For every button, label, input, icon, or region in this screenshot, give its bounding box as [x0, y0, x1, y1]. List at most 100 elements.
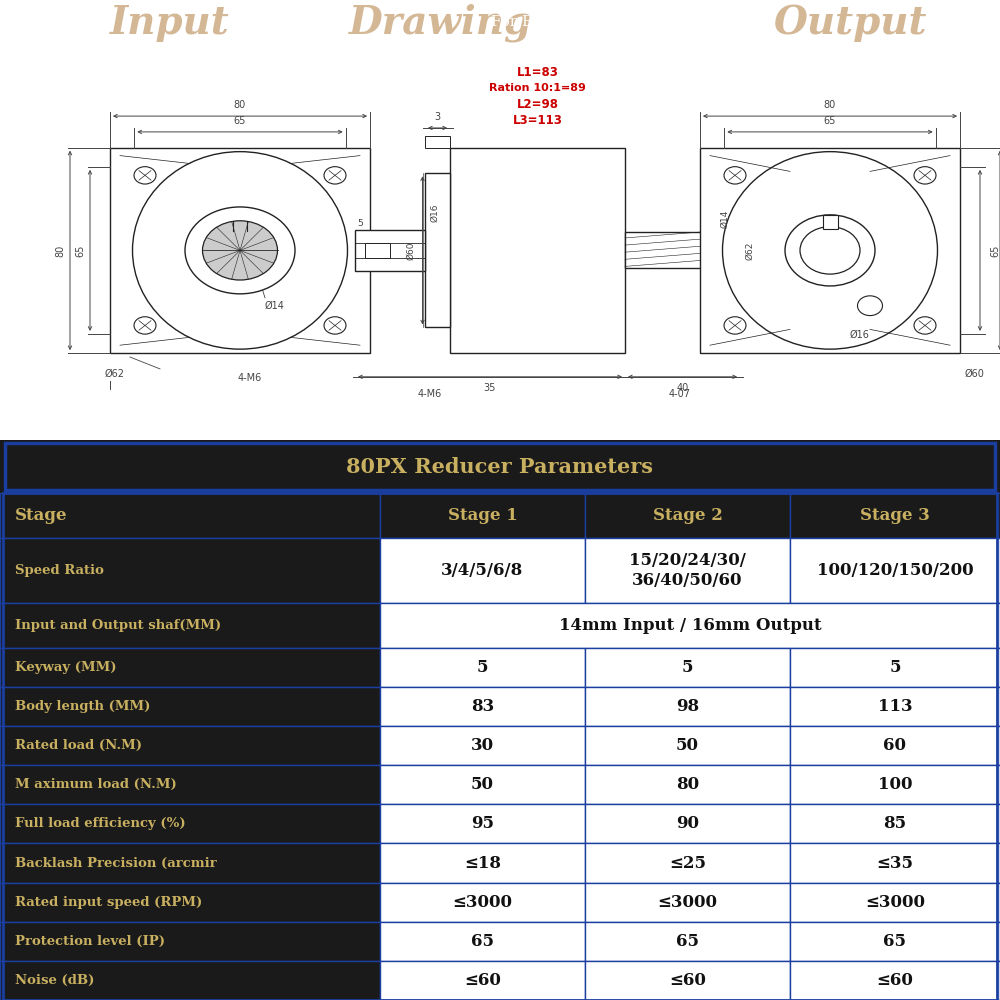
- Bar: [0, 726, 380, 765]
- Text: L1=83: L1=83: [517, 66, 558, 79]
- Circle shape: [800, 227, 860, 274]
- Text: ≤60: ≤60: [877, 972, 913, 989]
- Text: Ø16: Ø16: [850, 329, 870, 339]
- Bar: [790, 726, 1000, 765]
- Bar: [790, 804, 1000, 843]
- Text: 4-07: 4-07: [669, 389, 691, 399]
- Text: Rated input speed (RPM): Rated input speed (RPM): [15, 896, 202, 909]
- Bar: [585, 883, 790, 922]
- Bar: [0, 804, 380, 843]
- Circle shape: [324, 317, 346, 334]
- Text: 65: 65: [884, 933, 906, 950]
- Bar: [5, 443, 995, 490]
- Text: 83: 83: [471, 698, 494, 715]
- Circle shape: [785, 215, 875, 286]
- Text: Ration 10:1=89: Ration 10:1=89: [489, 83, 586, 93]
- Text: Ø62: Ø62: [105, 369, 125, 379]
- Text: For Brushless Motor: For Brushless Motor: [491, 15, 649, 29]
- Text: 80: 80: [824, 100, 836, 110]
- Bar: [790, 538, 1000, 603]
- Bar: [790, 883, 1000, 922]
- Bar: [0, 961, 380, 1000]
- Bar: [585, 922, 790, 961]
- Bar: [715, 171, 740, 330]
- Text: Drawing: Drawing: [348, 3, 532, 42]
- Text: 80PX Reducer Parameters: 80PX Reducer Parameters: [347, 457, 654, 477]
- Circle shape: [185, 207, 295, 294]
- Text: ≤35: ≤35: [876, 855, 913, 872]
- Text: 65: 65: [75, 244, 85, 257]
- Text: 3/4/5/6/8: 3/4/5/6/8: [441, 562, 524, 579]
- Text: 85: 85: [883, 815, 907, 832]
- Circle shape: [914, 317, 936, 334]
- Bar: [425, 136, 450, 148]
- Bar: [585, 765, 790, 804]
- Bar: [380, 765, 585, 804]
- Text: Backlash Precision (arcmir: Backlash Precision (arcmir: [15, 857, 217, 870]
- Text: 113: 113: [878, 698, 912, 715]
- Bar: [0, 687, 380, 726]
- Text: Protection level (IP): Protection level (IP): [15, 935, 165, 948]
- Text: 100/120/150/200: 100/120/150/200: [817, 562, 973, 579]
- Text: 65: 65: [234, 116, 246, 126]
- Bar: [380, 538, 585, 603]
- Bar: [700, 148, 960, 353]
- Text: 80: 80: [234, 100, 246, 110]
- Bar: [380, 648, 585, 687]
- Text: Stage 2: Stage 2: [653, 507, 722, 524]
- Bar: [585, 648, 790, 687]
- Text: 5: 5: [204, 241, 210, 251]
- Ellipse shape: [132, 152, 348, 349]
- Bar: [380, 804, 585, 843]
- Bar: [585, 961, 790, 1000]
- Bar: [450, 148, 625, 353]
- Text: 4-M6: 4-M6: [238, 373, 262, 383]
- Text: 4-M6: 4-M6: [418, 389, 442, 399]
- Bar: [790, 922, 1000, 961]
- Bar: [585, 493, 790, 538]
- Text: 5: 5: [358, 219, 363, 228]
- Bar: [110, 148, 370, 353]
- Bar: [425, 173, 450, 327]
- Circle shape: [324, 167, 346, 184]
- Text: Input: Input: [110, 3, 230, 41]
- Text: Full load efficiency (%): Full load efficiency (%): [15, 817, 186, 830]
- Text: 30: 30: [471, 737, 494, 754]
- Bar: [380, 961, 585, 1000]
- Bar: [0, 883, 380, 922]
- Bar: [790, 493, 1000, 538]
- Bar: [585, 726, 790, 765]
- Bar: [585, 804, 790, 843]
- Circle shape: [134, 167, 156, 184]
- Bar: [790, 765, 1000, 804]
- Bar: [0, 922, 380, 961]
- Text: Ø16: Ø16: [430, 203, 439, 222]
- Circle shape: [724, 317, 746, 334]
- Text: 80: 80: [55, 244, 65, 257]
- Text: Ø14: Ø14: [265, 301, 285, 311]
- Text: Output: Output: [773, 3, 927, 41]
- Bar: [790, 687, 1000, 726]
- Text: 90: 90: [676, 815, 699, 832]
- Text: 65: 65: [471, 933, 494, 950]
- Text: ≤3000: ≤3000: [658, 894, 718, 911]
- Bar: [380, 726, 585, 765]
- Circle shape: [134, 317, 156, 334]
- Circle shape: [202, 221, 278, 280]
- Text: 98: 98: [676, 698, 699, 715]
- Text: 5: 5: [889, 659, 901, 676]
- Bar: [0, 648, 380, 687]
- Text: ≤3000: ≤3000: [452, 894, 512, 911]
- Text: 15/20/24/30/
36/40/50/60: 15/20/24/30/ 36/40/50/60: [629, 552, 746, 589]
- Bar: [585, 687, 790, 726]
- Bar: [0, 765, 380, 804]
- Text: ≤60: ≤60: [669, 972, 706, 989]
- Text: 50: 50: [471, 776, 494, 793]
- Circle shape: [858, 296, 883, 316]
- Bar: [355, 230, 425, 271]
- Text: M aximum load (N.M): M aximum load (N.M): [15, 778, 177, 791]
- Text: Stage 3: Stage 3: [860, 507, 930, 524]
- Circle shape: [724, 167, 746, 184]
- Bar: [625, 232, 715, 268]
- Text: 5: 5: [835, 243, 841, 253]
